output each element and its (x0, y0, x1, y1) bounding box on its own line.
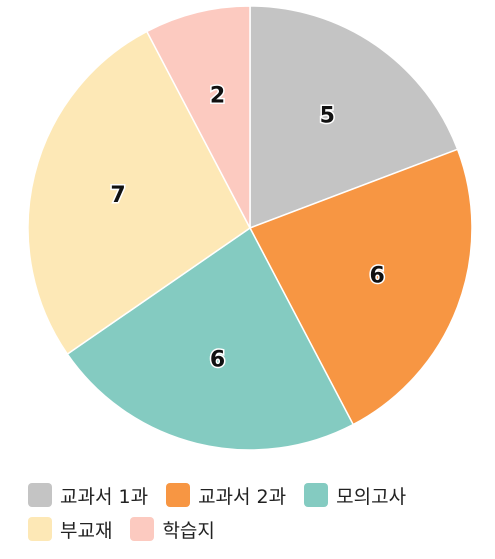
legend-item: 부교재 (28, 516, 112, 542)
pie-slice-2 (248, 148, 473, 426)
pie-chart: 5 6 6 7 2 (27, 5, 473, 451)
legend-item: 교과서 2과 (166, 482, 286, 508)
pie-slice-5 (145, 5, 251, 229)
pie-data-labels: 5 6 6 7 2 (109, 82, 387, 374)
data-label-4: 7 (110, 183, 125, 208)
data-label-2: 6 (370, 264, 385, 289)
legend-item: 모의고사 (304, 482, 406, 508)
legend-label: 모의고사 (336, 485, 407, 508)
pie-slices (27, 5, 473, 451)
data-label-3: 6 (210, 348, 225, 373)
legend-swatch (28, 517, 52, 541)
legend-label: 부교재 (60, 519, 113, 542)
data-label-1: 5 (320, 104, 335, 129)
legend-label: 교과서 2과 (198, 485, 287, 508)
legend-item: 학습지 (130, 516, 215, 542)
legend-swatch (28, 483, 52, 507)
legend-swatch (166, 483, 191, 507)
pie-slice-1 (249, 5, 459, 230)
legend-swatch (130, 517, 155, 541)
pie-slice-4 (27, 30, 251, 356)
legend-label: 교과서 1과 (60, 485, 149, 508)
pie-slice-3 (66, 226, 355, 451)
data-label-5: 2 (210, 84, 225, 109)
legend-item: 교과서 1과 (28, 482, 148, 508)
legend-label: 학습지 (162, 519, 215, 542)
legend-swatch (304, 483, 329, 507)
